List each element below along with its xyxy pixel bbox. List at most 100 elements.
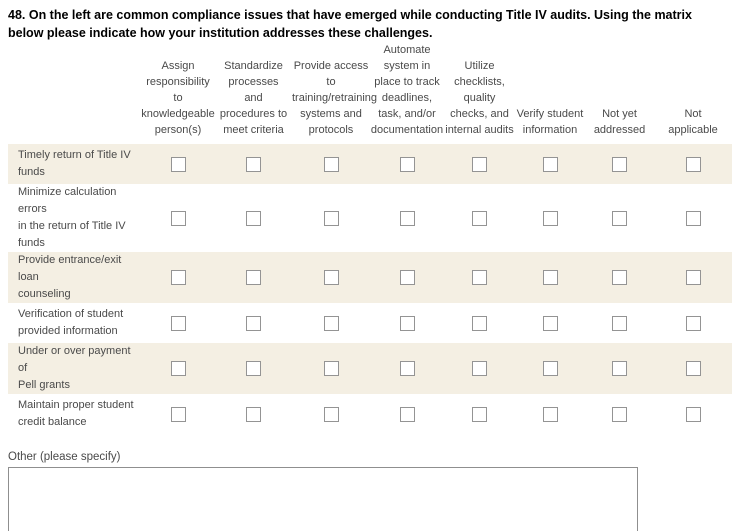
- matrix-checkbox-cell: [141, 210, 215, 226]
- matrix-checkbox-cell: [444, 406, 515, 422]
- matrix-checkbox[interactable]: [323, 210, 339, 226]
- matrix-checkbox-cell: [654, 406, 732, 422]
- matrix-checkbox[interactable]: [246, 156, 261, 172]
- matrix-checkbox[interactable]: [472, 406, 487, 422]
- matrix-checkbox[interactable]: [323, 361, 339, 376]
- matrix-checkbox-cell: [444, 210, 515, 226]
- matrix-checkbox[interactable]: [685, 315, 701, 331]
- matrix-checkbox[interactable]: [170, 270, 186, 285]
- matrix-checkbox-cell: [141, 156, 215, 172]
- matrix-checkbox[interactable]: [399, 156, 415, 172]
- matrix-checkbox[interactable]: [399, 406, 415, 422]
- matrix-checkbox-cell: [292, 210, 370, 226]
- matrix-checkbox[interactable]: [323, 406, 339, 422]
- matrix-checkbox-cell: [370, 156, 444, 172]
- matrix-checkbox-cell: [515, 156, 585, 172]
- matrix-checkbox[interactable]: [542, 156, 558, 172]
- matrix-checkbox-cell: [370, 406, 444, 422]
- matrix-checkbox-cell: [141, 270, 215, 285]
- matrix-checkbox[interactable]: [542, 361, 558, 376]
- matrix-checkbox[interactable]: [170, 315, 186, 331]
- matrix-checkbox-cell: [292, 361, 370, 376]
- matrix-row: Maintain proper student credit balance: [8, 394, 732, 434]
- matrix-checkbox[interactable]: [542, 315, 558, 331]
- matrix-header-cell: Not yet addressed: [593, 108, 646, 136]
- matrix-checkbox-cell: [141, 406, 215, 422]
- matrix-checkbox[interactable]: [246, 270, 261, 285]
- matrix-checkbox-cell: [215, 406, 292, 422]
- matrix-checkbox[interactable]: [542, 210, 558, 226]
- matrix-checkbox[interactable]: [685, 210, 701, 226]
- matrix-checkbox[interactable]: [246, 315, 261, 331]
- other-textarea-wrap: [8, 467, 638, 531]
- matrix-checkbox-cell: [654, 315, 732, 331]
- matrix-checkbox-cell: [585, 361, 654, 376]
- matrix-checkbox-cell: [585, 210, 654, 226]
- matrix-checkbox[interactable]: [542, 270, 558, 285]
- matrix-checkbox-cell: [444, 361, 515, 376]
- matrix-checkbox-cell: [370, 210, 444, 226]
- matrix-checkbox[interactable]: [246, 361, 261, 376]
- matrix-checkbox-cell: [515, 270, 585, 285]
- matrix-header-cell: Automate system in place to track deadli…: [370, 44, 444, 136]
- matrix-checkbox[interactable]: [246, 210, 261, 226]
- matrix-row-label: Verification of student provided informa…: [18, 308, 124, 337]
- matrix-header-cell: Not applicable: [668, 108, 718, 136]
- matrix-row: Verification of student provided informa…: [8, 303, 732, 343]
- matrix-checkbox[interactable]: [399, 315, 415, 331]
- matrix-checkbox[interactable]: [472, 361, 487, 376]
- matrix: Assign responsibility to knowledgeable p…: [8, 42, 732, 434]
- matrix-checkbox[interactable]: [323, 156, 339, 172]
- matrix-checkbox[interactable]: [612, 361, 627, 376]
- matrix-checkbox[interactable]: [612, 156, 627, 172]
- matrix-checkbox[interactable]: [170, 210, 186, 226]
- matrix-checkbox-cell: [585, 270, 654, 285]
- matrix-checkbox-cell: [654, 210, 732, 226]
- matrix-row-label: Maintain proper student credit balance: [18, 399, 134, 428]
- matrix-checkbox[interactable]: [542, 406, 558, 422]
- matrix-checkbox-cell: [292, 156, 370, 172]
- matrix-checkbox[interactable]: [170, 156, 186, 172]
- matrix-checkbox-cell: [444, 156, 515, 172]
- matrix-checkbox-cell: [370, 315, 444, 331]
- matrix-checkbox[interactable]: [399, 361, 415, 376]
- matrix-checkbox-cell: [215, 315, 292, 331]
- matrix-checkbox[interactable]: [472, 210, 487, 226]
- matrix-checkbox[interactable]: [323, 270, 339, 285]
- matrix-checkbox[interactable]: [472, 315, 487, 331]
- matrix-header-cell: Utilize checklists, quality checks, and …: [445, 60, 514, 136]
- matrix-checkbox[interactable]: [612, 270, 627, 285]
- matrix-checkbox-cell: [515, 361, 585, 376]
- matrix-checkbox[interactable]: [685, 406, 701, 422]
- matrix-row: Timely return of Title IV funds: [8, 144, 732, 184]
- matrix-checkbox[interactable]: [246, 406, 261, 422]
- matrix-checkbox[interactable]: [612, 406, 627, 422]
- matrix-header-cell: Standardize processes and procedures to …: [219, 60, 288, 136]
- matrix-checkbox-cell: [654, 361, 732, 376]
- matrix-checkbox-cell: [515, 315, 585, 331]
- matrix-checkbox-cell: [585, 156, 654, 172]
- matrix-checkbox[interactable]: [472, 270, 487, 285]
- matrix-row-label: Provide entrance/exit loan counseling: [18, 254, 122, 300]
- matrix-checkbox-cell: [585, 315, 654, 331]
- matrix-checkbox-cell: [444, 270, 515, 285]
- matrix-checkbox[interactable]: [685, 361, 701, 376]
- matrix-checkbox[interactable]: [399, 270, 415, 285]
- matrix-checkbox-cell: [141, 361, 215, 376]
- matrix-checkbox[interactable]: [399, 210, 415, 226]
- other-textarea[interactable]: [8, 467, 638, 531]
- matrix-checkbox-cell: [370, 270, 444, 285]
- matrix-checkbox[interactable]: [472, 156, 487, 172]
- matrix-checkbox[interactable]: [170, 406, 186, 422]
- matrix-checkbox-cell: [654, 270, 732, 285]
- matrix-checkbox-cell: [515, 406, 585, 422]
- matrix-checkbox-cell: [215, 210, 292, 226]
- matrix-checkbox[interactable]: [612, 210, 627, 226]
- matrix-checkbox[interactable]: [685, 270, 701, 285]
- matrix-checkbox[interactable]: [323, 315, 339, 331]
- matrix-checkbox[interactable]: [170, 361, 186, 376]
- matrix-checkbox[interactable]: [685, 156, 701, 172]
- matrix-checkbox-cell: [292, 270, 370, 285]
- matrix-checkbox[interactable]: [612, 315, 627, 331]
